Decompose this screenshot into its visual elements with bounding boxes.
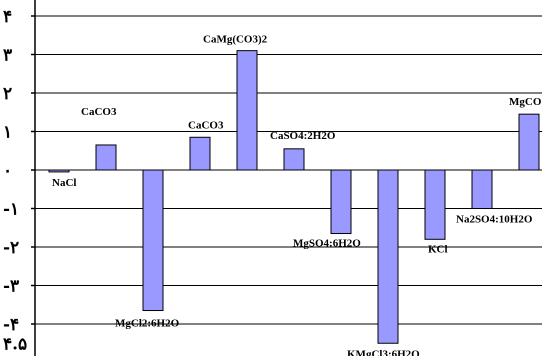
data-label: CaSO4:2H2O — [270, 130, 336, 142]
y-tick-label: ۰ — [3, 161, 12, 181]
bar — [236, 50, 258, 171]
bar — [48, 169, 70, 173]
data-label: KCl — [428, 243, 448, 255]
y-tick-label: ۴ — [3, 7, 12, 27]
bar — [283, 148, 305, 171]
bar — [189, 136, 211, 171]
data-label: MgCO — [509, 96, 542, 108]
y-tick-label: ۴.۵ — [3, 334, 27, 354]
data-label: MgCl2:6H2O — [115, 318, 180, 330]
y-axis: ۴.۵-۴ -۳ -۲ -۱ ۰ ۱ ۲ ۳ ۴ — [3, 0, 36, 356]
data-label: CaMg(CO3)2 — [203, 34, 268, 46]
y-tick-label: -۴ — [3, 315, 19, 335]
bar — [95, 144, 117, 171]
data-label: CaCO3 — [81, 106, 117, 118]
y-tick-label: -۲ — [3, 238, 19, 258]
y-tick-label: -۱ — [3, 200, 19, 220]
bar — [424, 169, 446, 240]
y-tick-label: ۳ — [3, 46, 12, 66]
y-tick-label: ۱ — [3, 123, 12, 143]
bar — [330, 169, 352, 235]
y-tick-label: -۳ — [3, 277, 19, 297]
data-label: NaCl — [52, 177, 76, 189]
bar — [142, 169, 164, 312]
data-labels: NaCl CaCO3 MgCl2:6H2O CaCO3 CaMg(CO3)2 CaSO4:… — [52, 34, 542, 356]
data-label: Na2SO4:10H2O — [456, 214, 533, 226]
data-label: CaCO3 — [188, 119, 224, 131]
bar — [471, 169, 493, 209]
bar — [518, 113, 540, 171]
data-label: KMgCl3:6H2O — [347, 348, 420, 356]
bars — [48, 50, 540, 344]
y-tick-label: ۲ — [3, 84, 12, 104]
bar — [377, 169, 399, 344]
data-label: MgSO4:6H2O — [293, 238, 361, 250]
